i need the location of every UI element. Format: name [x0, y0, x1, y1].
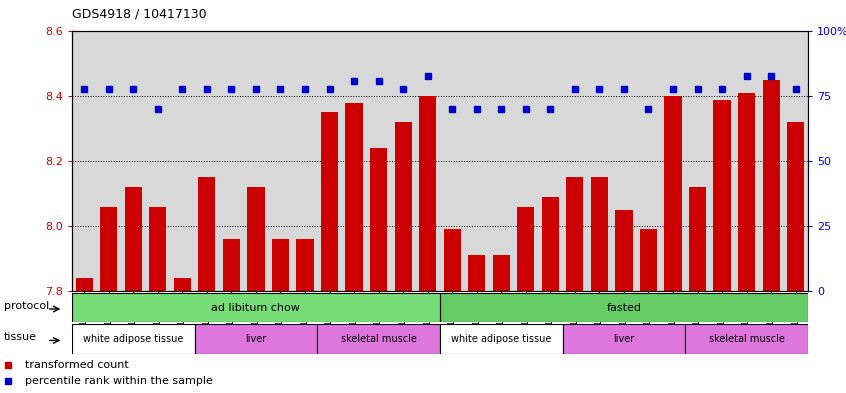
Bar: [222, 239, 240, 291]
Bar: [321, 112, 338, 291]
Text: liver: liver: [613, 334, 634, 344]
Bar: [100, 206, 118, 291]
Bar: [247, 187, 265, 291]
Bar: [173, 278, 191, 291]
Bar: [124, 187, 142, 291]
Bar: [738, 93, 755, 291]
Text: GDS4918 / 10417130: GDS4918 / 10417130: [72, 8, 206, 21]
Bar: [640, 229, 657, 291]
Bar: [443, 229, 461, 291]
Text: skeletal muscle: skeletal muscle: [709, 334, 784, 344]
Bar: [541, 197, 559, 291]
Bar: [563, 324, 685, 354]
Text: liver: liver: [245, 334, 266, 344]
Bar: [198, 177, 216, 291]
Bar: [149, 206, 167, 291]
Bar: [419, 96, 437, 291]
Bar: [713, 99, 731, 291]
Bar: [195, 324, 317, 354]
Bar: [272, 239, 289, 291]
Text: protocol: protocol: [3, 301, 49, 311]
Text: ad libitum chow: ad libitum chow: [212, 303, 300, 312]
Bar: [72, 324, 195, 354]
Text: white adipose tissue: white adipose tissue: [451, 334, 552, 344]
Text: white adipose tissue: white adipose tissue: [83, 334, 184, 344]
Bar: [591, 177, 608, 291]
Bar: [72, 293, 440, 322]
Bar: [370, 148, 387, 291]
Bar: [685, 324, 808, 354]
Bar: [296, 239, 314, 291]
Bar: [440, 324, 563, 354]
Text: fasted: fasted: [607, 303, 641, 312]
Bar: [615, 210, 633, 291]
Bar: [468, 255, 486, 291]
Bar: [394, 122, 412, 291]
Bar: [75, 278, 93, 291]
Text: skeletal muscle: skeletal muscle: [341, 334, 416, 344]
Text: transformed count: transformed count: [25, 360, 129, 371]
Bar: [689, 187, 706, 291]
Bar: [664, 96, 682, 291]
Bar: [440, 293, 808, 322]
Bar: [566, 177, 584, 291]
Bar: [787, 122, 805, 291]
Bar: [517, 206, 535, 291]
Bar: [317, 324, 440, 354]
Bar: [492, 255, 510, 291]
Bar: [762, 80, 780, 291]
Text: percentile rank within the sample: percentile rank within the sample: [25, 376, 213, 386]
Text: tissue: tissue: [3, 332, 36, 342]
Bar: [345, 103, 363, 291]
